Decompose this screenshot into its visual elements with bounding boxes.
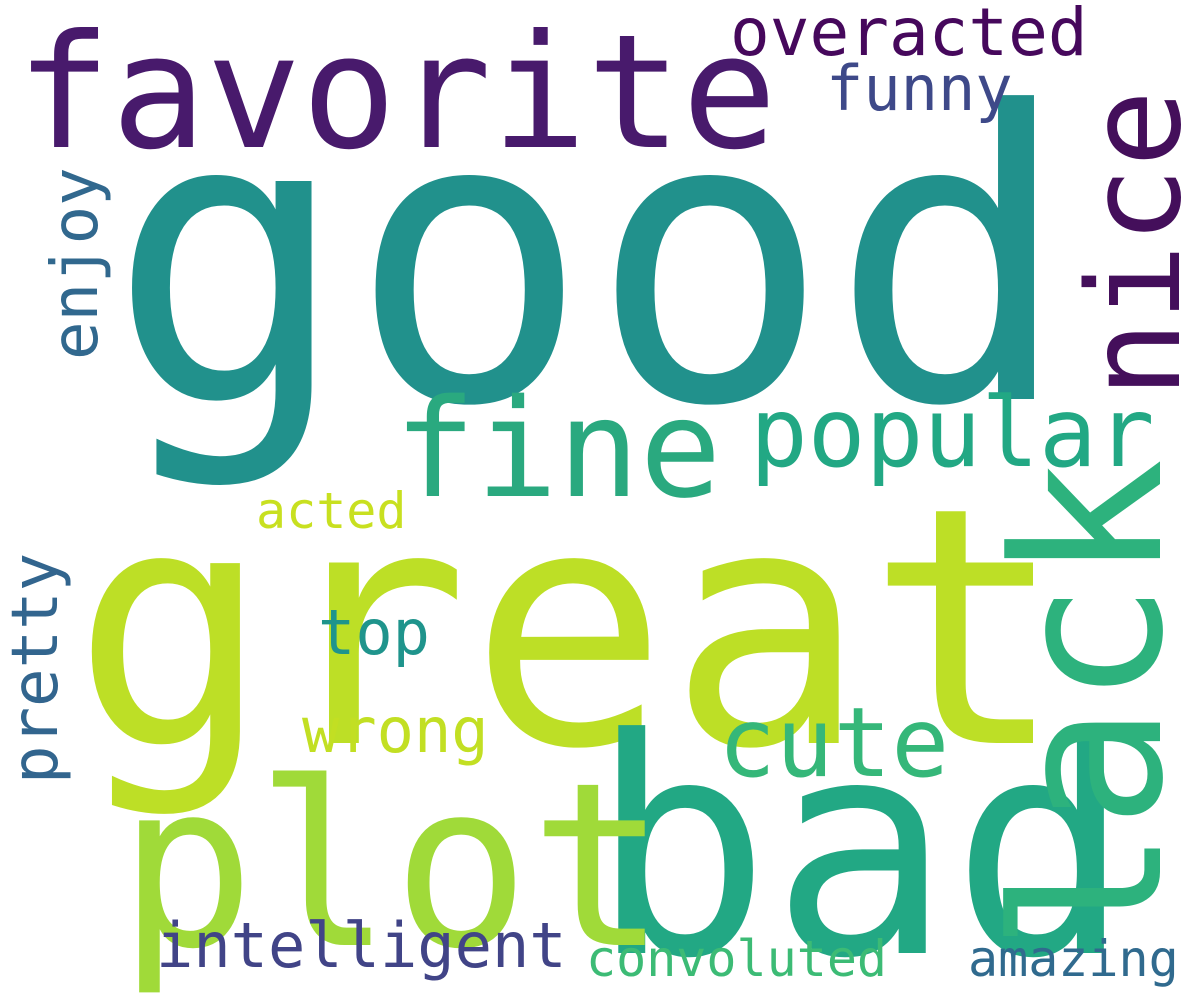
word-good: good (108, 29, 1072, 494)
word-wrong: wrong (302, 694, 489, 767)
word-funny: funny (826, 52, 1013, 125)
word-acted: acted (256, 482, 407, 540)
word-pretty: pretty (0, 552, 73, 784)
word-enjoy: enjoy (39, 167, 113, 360)
word-lack: lack (971, 458, 1200, 952)
word-plot: plot (118, 733, 668, 999)
word-popular: popular (750, 377, 1155, 489)
word-amazing: amazing (968, 930, 1179, 988)
word-favorite: favorite (16, 1, 777, 185)
word-great: great (72, 437, 1066, 821)
word-fine: fine (394, 371, 722, 529)
word-cute: cute (718, 687, 950, 799)
word-nice: nice (1061, 89, 1200, 398)
word-intelligent: intelligent (156, 909, 567, 982)
word-convoluted: convoluted (586, 930, 888, 988)
word-top: top (318, 596, 430, 669)
word-bad: bad (590, 675, 1132, 1000)
word-overacted: overacted (730, 0, 1088, 71)
